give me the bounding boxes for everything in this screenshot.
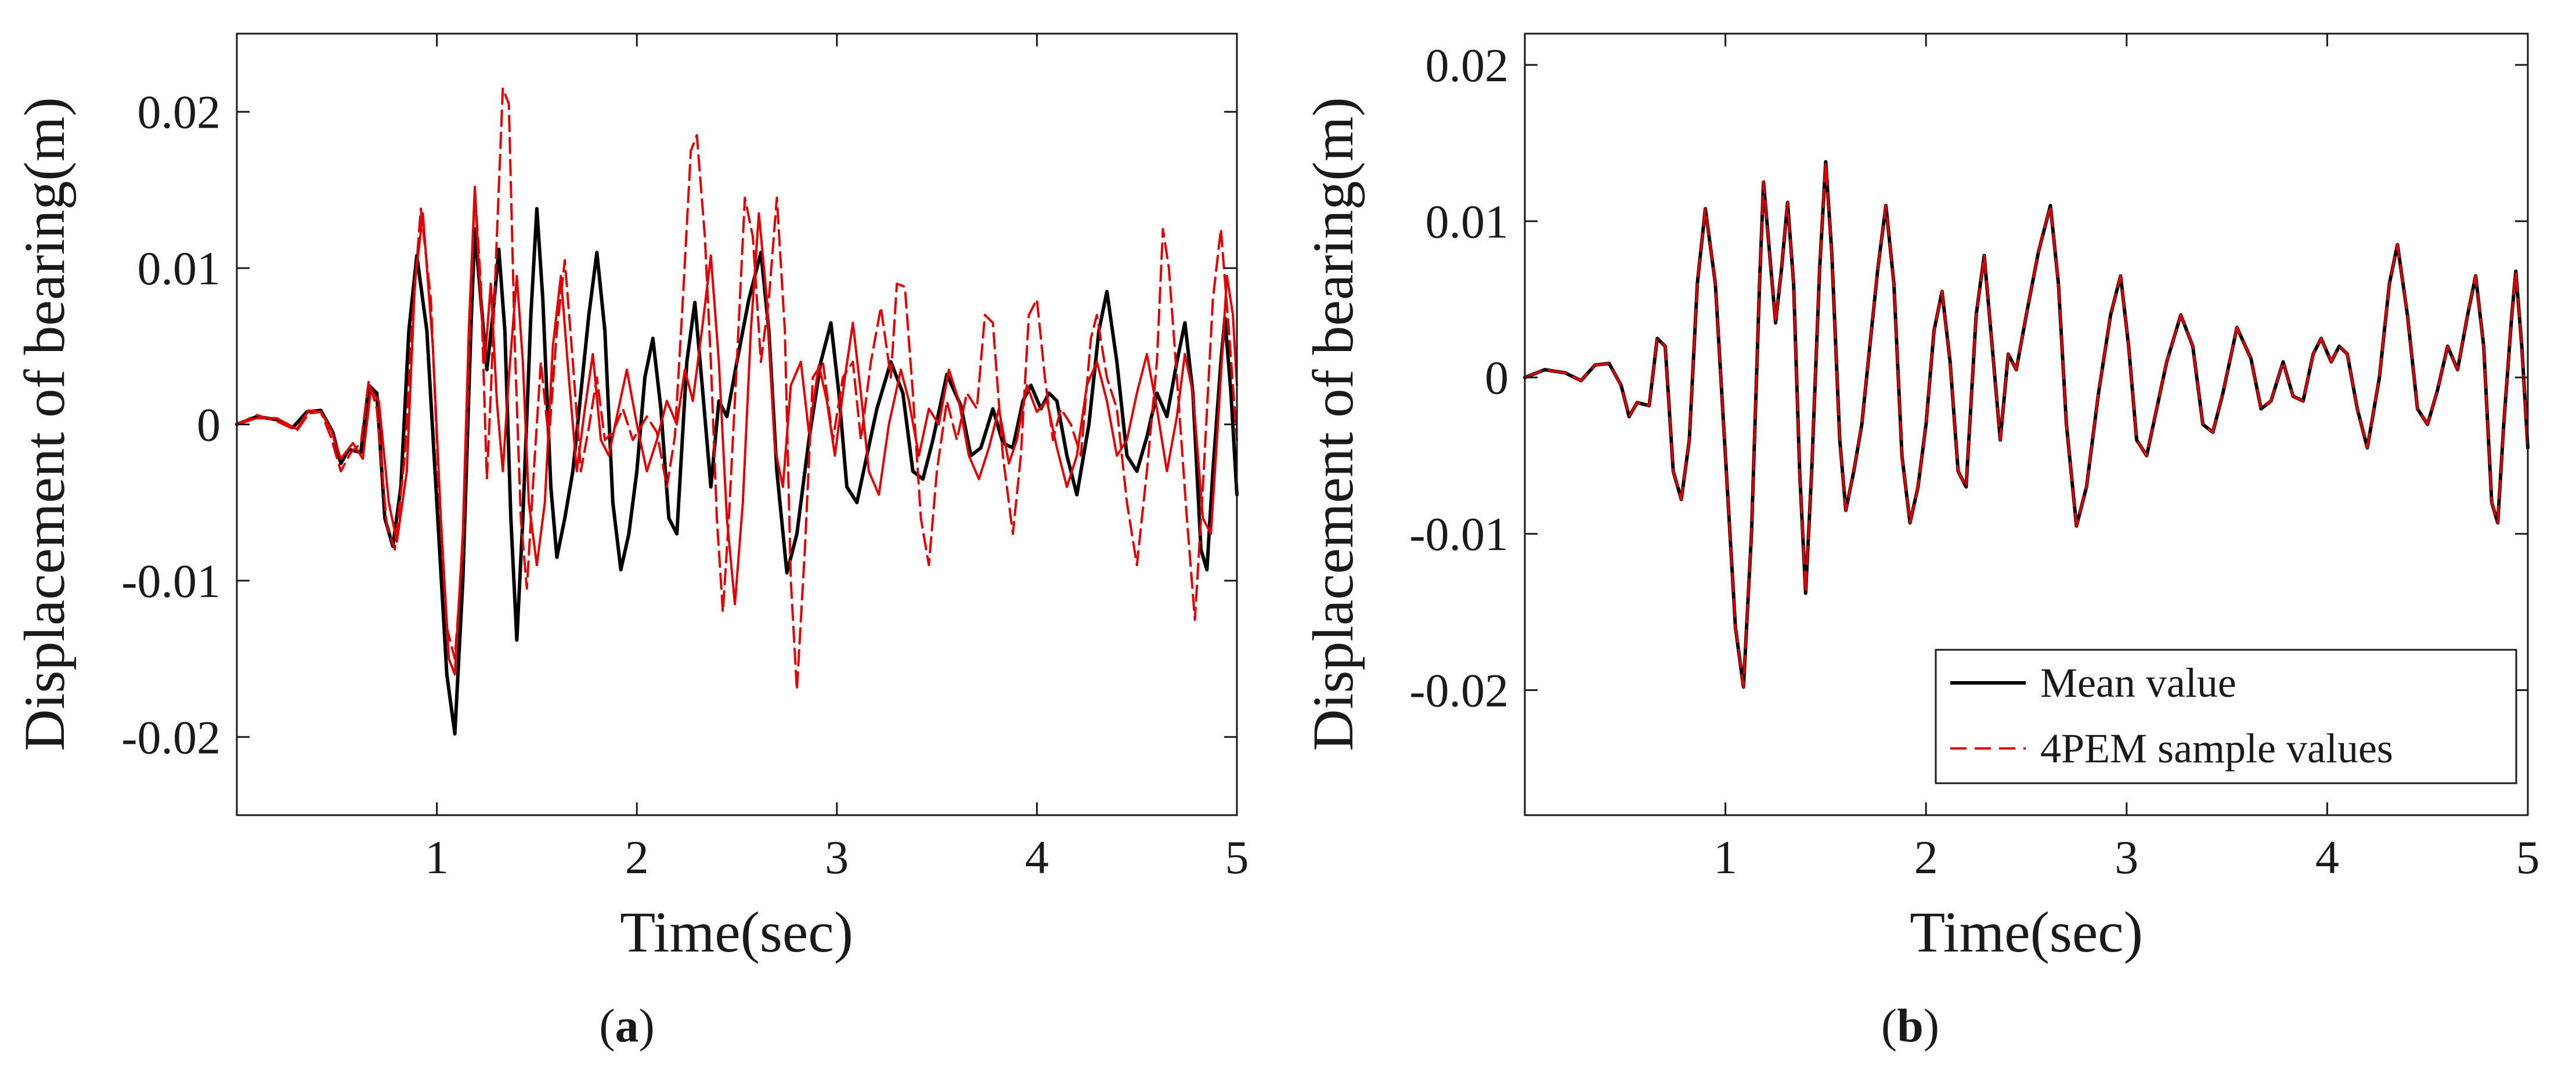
panel-b-ytick-label: -0.01	[1409, 508, 1509, 560]
panel-a: 1 2 3 4 5 0.02 0.01 0 -0.01 -0.02 Time(sec) Displ…	[12, 32, 1249, 1052]
legend-label-sample: 4PEM sample values	[2040, 725, 2393, 772]
panel-b-xtick-label: 3	[2115, 831, 2138, 884]
panel-a-ytick-label: 0.02	[138, 86, 221, 139]
panel-a-ytick-label: 0	[197, 399, 221, 451]
panel-a-xtick-label: 4	[1025, 831, 1049, 884]
panel-a-series-sample-2-line	[236, 186, 1238, 676]
panel-a-xtick-label: 5	[1225, 831, 1249, 884]
panel-b-ytick-label: 0.01	[1426, 195, 1509, 248]
legend-box	[1935, 649, 2517, 784]
legend: Mean value 4PEM sample values	[1935, 649, 2517, 784]
panel-a-xtick-label: 2	[625, 831, 649, 884]
panel-a-series-mean-line	[235, 207, 1239, 736]
panel-b-series-mean-line	[1523, 160, 2530, 689]
legend-label-mean: Mean value	[2040, 660, 2236, 706]
panel-b-tick-layer: 1 2 3 4 5 0.02 0.01 0 -0.01 -0.02	[1409, 34, 2540, 884]
panel-b-ytick-label: 0	[1485, 352, 1509, 404]
panel-b: 1 2 3 4 5 0.02 0.01 0 -0.01 -0.02 Mean value 4PEM…	[1301, 32, 2540, 1052]
panel-b-axes-box	[1524, 32, 2529, 816]
panel-b-ylabel: Displacement of bearing(m)	[1301, 97, 1365, 751]
panel-b-xtick-label: 5	[2516, 831, 2540, 884]
panel-a-series-layer	[235, 87, 1239, 736]
panel-b-xtick-label: 2	[1914, 831, 1938, 884]
panel-a-xlabel: Time(sec)	[620, 900, 853, 964]
panel-a-xtick-label: 3	[825, 831, 849, 884]
panel-a-ylabel: Displacement of bearing(m)	[12, 97, 77, 751]
panel-b-xtick-label: 1	[1713, 831, 1737, 884]
panel-a-ytick-label: 0.01	[138, 242, 221, 295]
panel-a-ytick-label: -0.02	[121, 711, 221, 764]
panel-b-series-layer	[1523, 160, 2530, 689]
panel-a-series-sample-1-line	[236, 87, 1238, 692]
panel-a-tick-layer: 1 2 3 4 5 0.02 0.01 0 -0.01 -0.02	[121, 34, 1249, 884]
panel-b-xlabel: Time(sec)	[1910, 900, 2143, 964]
panel-b-caption-letter: b	[1897, 999, 1924, 1052]
panel-a-ytick-label: -0.01	[121, 555, 221, 607]
panel-b-ytick-label: 0.02	[1426, 39, 1509, 92]
panel-b-xtick-label: 4	[2315, 831, 2339, 884]
panel-a-caption-letter: a	[615, 999, 639, 1052]
panel-a-xtick-label: 1	[425, 831, 449, 884]
panel-b-caption: (b)	[1881, 999, 1939, 1052]
panel-a-caption: (a)	[599, 999, 655, 1052]
panel-b-ytick-label: -0.02	[1409, 664, 1509, 717]
panel-b-series-sample-1-line	[1524, 160, 2529, 689]
panel-a-axes-box	[236, 32, 1238, 816]
